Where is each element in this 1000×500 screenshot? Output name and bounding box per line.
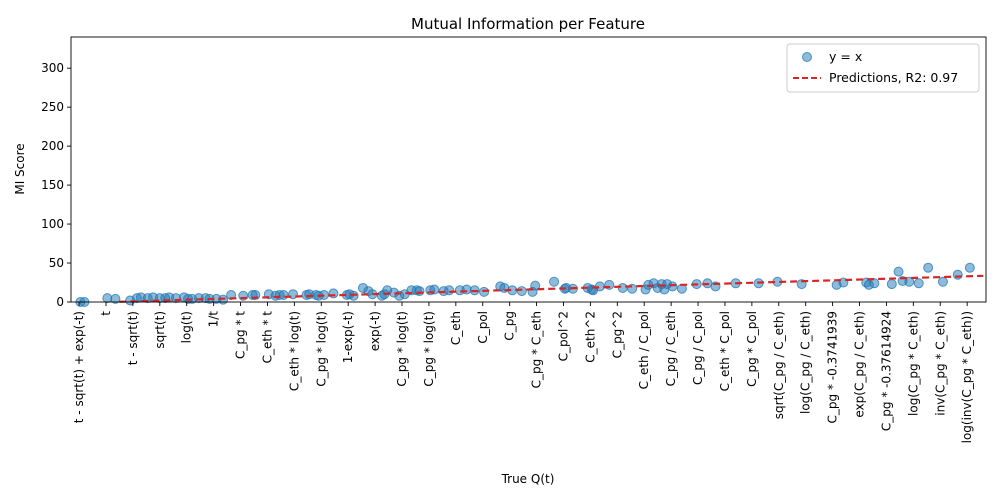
x-tick-label: 1/t — [207, 311, 221, 328]
legend-label-line: Predictions, R2: 0.97 — [829, 70, 958, 85]
legend-frame — [786, 43, 980, 93]
x-tick-label: log(inv(C_pg * C_eth)) — [960, 311, 974, 443]
x-tick-label: C_eth^2 — [583, 311, 597, 363]
scatter-point — [937, 276, 948, 287]
x-tick-label: C_pg * t — [234, 311, 248, 359]
scatter-point — [328, 288, 339, 299]
y-tick-label: 50 — [49, 256, 64, 270]
x-tick-label: C_pg * log(t) — [314, 311, 328, 387]
x-tick-label: sqrt(t) — [153, 311, 167, 349]
plot-frame — [70, 36, 987, 303]
x-tick-label: C_pg * C_pol — [745, 311, 759, 387]
y-tick-label: 150 — [41, 178, 64, 192]
scatter-point — [952, 269, 963, 280]
scatter-point — [886, 279, 897, 290]
x-tick-label: C_eth * log(t) — [287, 311, 301, 391]
x-tick-label: C_pol — [476, 311, 490, 344]
y-tick-label: 200 — [41, 139, 64, 153]
y-axis-title: MI Score — [13, 143, 27, 194]
scatter-point — [549, 276, 560, 287]
scatter-point — [278, 289, 289, 300]
x-tick-label: 1-exp(-t) — [341, 311, 355, 363]
x-tick-label: t — [99, 311, 113, 316]
chart-title: Mutual Information per Feature — [411, 15, 645, 33]
scatter-point — [110, 293, 121, 304]
x-tick-label: C_eth / C_pol — [637, 311, 651, 389]
x-axis-title: True Q(t) — [501, 472, 555, 486]
x-axis: t - sqrt(t) + exp(-t) t t - sqrt(t) sqrt(t)… — [72, 302, 974, 443]
legend-label-scatter: y = x — [829, 49, 862, 64]
x-tick-label: sqrt(C_pg / C_eth) — [772, 311, 786, 419]
y-tick-label: 250 — [41, 100, 64, 114]
x-tick-label: exp(-t) — [368, 311, 382, 351]
x-tick-label: log(t) — [180, 311, 194, 343]
x-tick-label: C_pg * log(t) — [422, 311, 436, 387]
legend-marker-scatter — [802, 52, 812, 62]
x-tick-label: C_pg — [503, 311, 517, 341]
scatter-point — [893, 266, 904, 277]
y-axis: 0 50 100 150 200 250 300 — [41, 61, 71, 309]
scatter-point — [904, 276, 915, 287]
scatter-point — [913, 278, 924, 289]
x-tick-label: C_eth * C_pol — [718, 311, 732, 391]
x-tick-label: C_pg * log(t) — [395, 311, 409, 387]
x-tick-label: t - sqrt(t) + exp(-t) — [72, 311, 86, 423]
scatter-point — [667, 281, 678, 292]
x-tick-label: C_pol^2 — [556, 311, 570, 361]
x-tick-label: C_eth — [449, 311, 463, 345]
scatter-point — [964, 262, 975, 273]
x-tick-label: C_pg^2 — [610, 311, 624, 358]
scatter-point — [617, 282, 628, 293]
scatter-point — [444, 285, 455, 296]
scatter-point — [869, 278, 880, 289]
legend: y = x Predictions, R2: 0.97 — [786, 43, 980, 93]
x-tick-label: C_eth * t — [260, 311, 274, 364]
prediction-line — [119, 274, 984, 303]
x-tick-label: exp(C_pg / C_eth) — [853, 311, 867, 418]
x-tick-label: C_pg / C_eth — [664, 311, 678, 386]
x-tick-label: inv(C_pg * C_eth) — [933, 311, 947, 416]
x-tick-label: C_pg * C_eth — [530, 311, 544, 388]
y-tick-label: 100 — [41, 217, 64, 231]
x-tick-label: C_pg * -0.3741939 — [826, 311, 840, 423]
plot-area — [75, 262, 984, 307]
y-tick-label: 0 — [56, 295, 64, 309]
scatter-point — [923, 262, 934, 273]
x-tick-label: C_pg * -0.37614924 — [879, 311, 893, 431]
y-tick-label: 300 — [41, 61, 64, 75]
x-tick-label: log(C_pg / C_eth) — [799, 311, 813, 414]
scatter-point — [530, 280, 541, 291]
x-tick-label: log(C_pg * C_eth) — [906, 311, 920, 416]
scatter-point — [516, 286, 527, 297]
x-tick-label: C_pg / C_pol — [691, 311, 705, 385]
x-tick-label: t - sqrt(t) — [126, 311, 140, 365]
scatter-point — [414, 286, 425, 297]
